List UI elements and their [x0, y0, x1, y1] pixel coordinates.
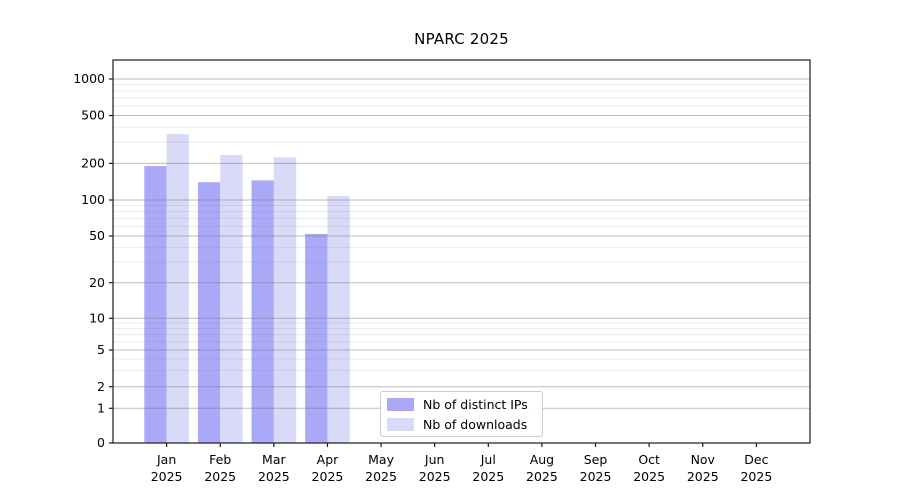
x-tick-label-year: 2025	[258, 469, 290, 484]
x-tick-label-year: 2025	[580, 469, 612, 484]
chart-title: NPARC 2025	[414, 30, 509, 48]
x-tick-label-year: 2025	[365, 469, 397, 484]
x-tick-label-year: 2025	[526, 469, 558, 484]
x-tick-label-year: 2025	[740, 469, 772, 484]
y-tick-label: 50	[89, 228, 105, 243]
bar-downloads-jan	[166, 134, 189, 443]
y-tick-label: 1000	[73, 71, 105, 86]
legend-label-downloads: Nb of downloads	[423, 416, 528, 432]
legend-swatch-downloads	[387, 417, 414, 431]
x-tick-label-month: Oct	[638, 452, 660, 467]
y-tick-label: 2	[97, 379, 105, 394]
y-tick-label: 0	[97, 435, 105, 450]
chart-legend: Nb of distinct IPs Nb of downloads	[380, 391, 543, 437]
x-tick-label-month: Sep	[584, 452, 608, 467]
x-tick-label-month: Aug	[530, 452, 554, 467]
x-tick-label-month: Jan	[156, 452, 176, 467]
y-tick-label: 5	[97, 342, 105, 357]
x-tick-label-year: 2025	[633, 469, 665, 484]
legend-swatch-distinct-ips	[387, 397, 414, 411]
bar-downloads-mar	[273, 157, 297, 443]
x-tick-label-month: Jun	[424, 452, 445, 467]
bar-distinct-ips-apr	[305, 233, 328, 443]
bar-distinct-ips-jan	[144, 166, 167, 444]
y-tick-label: 500	[81, 108, 105, 123]
legend-row-downloads: Nb of downloads	[387, 417, 536, 432]
legend-row-distinct-ips: Nb of distinct IPs	[387, 397, 536, 412]
x-tick-label-year: 2025	[312, 469, 344, 484]
legend-label-distinct-ips: Nb of distinct IPs	[423, 396, 528, 412]
x-tick-label-year: 2025	[419, 469, 451, 484]
x-tick-label-month: Dec	[744, 452, 768, 467]
x-tick-label-year: 2025	[472, 469, 504, 484]
x-tick-label-month: Nov	[691, 452, 716, 467]
x-tick-label-month: Jul	[480, 452, 496, 467]
y-tick-label: 10	[89, 311, 105, 326]
x-tick-label-month: Apr	[317, 452, 339, 467]
bar-distinct-ips-feb	[197, 182, 221, 443]
bar-downloads-feb	[220, 154, 243, 443]
x-tick-label-year: 2025	[151, 469, 183, 484]
y-tick-label: 200	[81, 156, 105, 171]
x-tick-label-month: Feb	[209, 452, 231, 467]
x-tick-label-month: May	[368, 452, 394, 467]
y-tick-label: 100	[81, 192, 105, 207]
bar-downloads-apr	[327, 195, 350, 443]
bar-distinct-ips-mar	[251, 180, 274, 443]
y-tick-label: 1	[97, 401, 105, 416]
x-tick-label-year: 2025	[687, 469, 719, 484]
y-tick-label: 20	[89, 275, 105, 290]
x-tick-label-month: Mar	[262, 452, 286, 467]
x-tick-label-year: 2025	[204, 469, 236, 484]
plot-frame	[112, 59, 811, 444]
